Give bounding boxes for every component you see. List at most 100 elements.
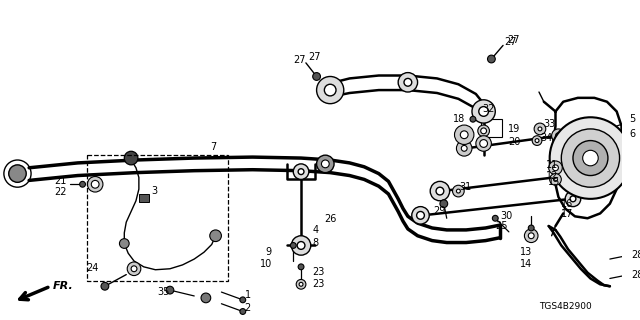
Circle shape: [298, 264, 304, 270]
Circle shape: [124, 151, 138, 165]
Circle shape: [240, 308, 246, 315]
Text: 20: 20: [508, 137, 520, 147]
Circle shape: [240, 297, 246, 303]
Text: 18: 18: [452, 114, 465, 124]
Text: 27: 27: [507, 35, 520, 44]
Text: 22: 22: [54, 187, 67, 197]
Circle shape: [479, 107, 488, 116]
Circle shape: [321, 160, 329, 168]
Circle shape: [92, 180, 99, 188]
Text: 13: 13: [520, 247, 532, 257]
Circle shape: [488, 55, 495, 63]
Circle shape: [79, 181, 86, 187]
Circle shape: [492, 215, 498, 221]
Circle shape: [291, 243, 296, 248]
Circle shape: [625, 271, 633, 278]
Circle shape: [472, 100, 495, 123]
Circle shape: [480, 140, 488, 148]
Circle shape: [550, 173, 561, 185]
Text: 1: 1: [244, 290, 251, 300]
Text: 2: 2: [244, 303, 251, 313]
Circle shape: [478, 125, 490, 137]
Text: 16: 16: [561, 199, 573, 209]
Circle shape: [293, 164, 309, 180]
Circle shape: [535, 139, 539, 142]
Text: 6: 6: [629, 129, 636, 139]
Circle shape: [131, 266, 137, 272]
Text: 30: 30: [500, 211, 513, 221]
Text: 5: 5: [629, 114, 636, 124]
Circle shape: [298, 169, 304, 175]
Circle shape: [470, 116, 476, 122]
Text: 12: 12: [546, 171, 558, 180]
FancyBboxPatch shape: [139, 194, 148, 202]
Circle shape: [430, 181, 450, 201]
Circle shape: [524, 229, 538, 243]
Circle shape: [324, 84, 336, 96]
Text: 11: 11: [546, 160, 558, 170]
Text: 35: 35: [157, 287, 170, 297]
Circle shape: [296, 279, 306, 289]
Circle shape: [570, 196, 576, 202]
Circle shape: [9, 165, 26, 182]
Circle shape: [101, 282, 109, 290]
Circle shape: [120, 239, 129, 248]
Circle shape: [454, 125, 474, 144]
Circle shape: [440, 200, 448, 208]
Circle shape: [317, 155, 334, 172]
Text: FR.: FR.: [52, 281, 73, 291]
Circle shape: [461, 145, 467, 151]
Text: 23: 23: [313, 279, 325, 289]
Circle shape: [299, 282, 303, 286]
Circle shape: [201, 293, 211, 303]
Circle shape: [291, 236, 311, 255]
Text: 15: 15: [548, 177, 560, 187]
Text: 9: 9: [266, 247, 272, 257]
Circle shape: [552, 129, 565, 142]
Text: 27: 27: [308, 52, 321, 62]
Circle shape: [166, 286, 174, 294]
Text: 25: 25: [495, 221, 508, 231]
Circle shape: [436, 187, 444, 195]
Text: TGS4B2900: TGS4B2900: [539, 302, 592, 311]
Circle shape: [317, 76, 344, 104]
Circle shape: [476, 136, 492, 151]
Circle shape: [552, 165, 559, 171]
Text: 3: 3: [152, 186, 157, 196]
Text: 28: 28: [631, 250, 640, 260]
Circle shape: [534, 123, 546, 135]
Circle shape: [460, 131, 468, 139]
Circle shape: [528, 225, 534, 231]
Text: 28: 28: [631, 269, 640, 280]
Circle shape: [565, 191, 580, 207]
Text: 33: 33: [543, 119, 555, 129]
Text: 27: 27: [293, 55, 306, 65]
Text: 14: 14: [520, 259, 532, 269]
Circle shape: [481, 128, 486, 134]
Circle shape: [297, 242, 305, 249]
Circle shape: [398, 73, 417, 92]
Circle shape: [538, 127, 542, 131]
Circle shape: [88, 177, 103, 192]
Circle shape: [528, 233, 534, 239]
Text: 7: 7: [211, 142, 217, 152]
Circle shape: [628, 118, 634, 124]
Text: 4: 4: [313, 225, 319, 235]
Text: 10: 10: [260, 259, 272, 269]
Text: 34: 34: [540, 133, 552, 143]
Text: 29: 29: [433, 206, 445, 216]
Circle shape: [582, 150, 598, 166]
Circle shape: [532, 136, 542, 145]
Circle shape: [127, 262, 141, 276]
Circle shape: [548, 161, 563, 175]
Text: 19: 19: [508, 124, 520, 134]
Circle shape: [573, 140, 608, 176]
Circle shape: [404, 78, 412, 86]
Circle shape: [417, 212, 424, 219]
Text: 8: 8: [313, 237, 319, 248]
Text: 24: 24: [86, 263, 99, 273]
Circle shape: [456, 140, 472, 156]
Circle shape: [628, 133, 634, 139]
Circle shape: [456, 189, 460, 193]
Circle shape: [625, 251, 633, 259]
